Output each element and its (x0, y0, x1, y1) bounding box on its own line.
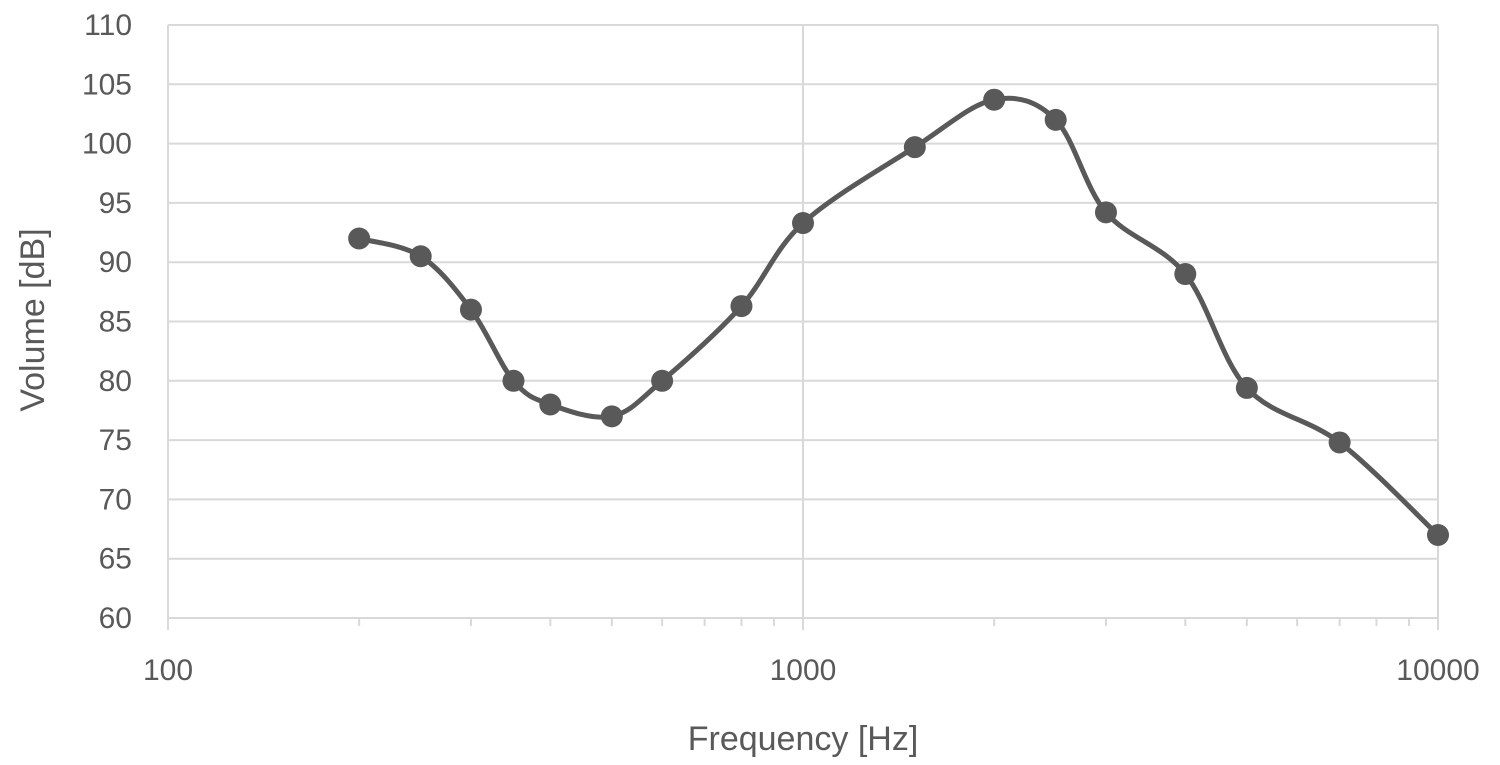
y-tick-label: 110 (84, 9, 132, 42)
axes (167, 617, 1439, 630)
data-point (348, 227, 371, 250)
data-point (1044, 108, 1067, 131)
data-point (1174, 263, 1197, 286)
x-tick-labels: 100 1000 10000 (143, 654, 1480, 687)
series-line (356, 95, 1441, 538)
data-point (903, 136, 926, 159)
gridlines (167, 24, 1439, 618)
y-tick-label: 95 (99, 187, 132, 220)
data-point (502, 369, 525, 392)
data-point (409, 245, 432, 268)
x-tick-label: 100 (143, 654, 193, 687)
data-point (600, 405, 623, 428)
data-point (1235, 376, 1258, 399)
data-point (1094, 201, 1117, 224)
y-tick-label: 90 (99, 246, 132, 279)
y-axis-title: Volume [dB] (14, 228, 52, 411)
data-point (539, 393, 562, 416)
data-point (651, 369, 674, 392)
data-point (983, 88, 1006, 111)
data-point (459, 298, 482, 321)
data-point (1328, 431, 1351, 454)
y-tick-label: 100 (82, 128, 132, 161)
y-tick-label: 105 (82, 68, 132, 101)
x-tick-label: 1000 (770, 654, 837, 687)
y-tick-label: 70 (99, 483, 132, 516)
y-tick-label: 60 (99, 602, 132, 635)
x-tick-label: 10000 (1396, 654, 1479, 687)
data-point (792, 212, 814, 235)
data-point (1427, 523, 1449, 546)
y-tick-labels: 60 65 70 75 80 85 90 95 100 105 110 (82, 9, 132, 635)
y-tick-label: 65 (99, 543, 132, 576)
data-point (730, 295, 753, 318)
y-tick-label: 75 (99, 424, 132, 457)
x-axis-title: Frequency [Hz] (688, 720, 919, 758)
y-tick-label: 80 (99, 365, 132, 398)
data-points (348, 88, 1449, 546)
y-tick-label: 85 (99, 306, 132, 339)
